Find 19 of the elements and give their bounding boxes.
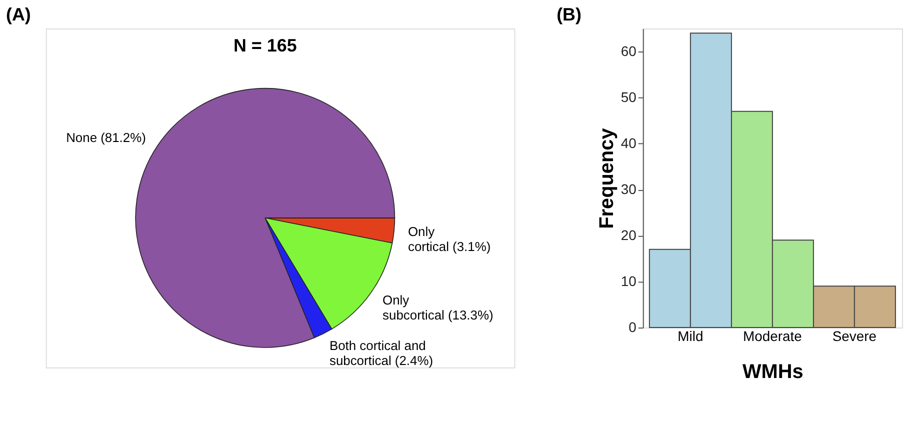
slice-label: Only subcortical (13.3%) bbox=[382, 292, 494, 322]
y-tick-label: 60 bbox=[620, 43, 637, 60]
x-axis-title: WMHs bbox=[742, 360, 804, 383]
x-tick-label: Mild bbox=[678, 328, 704, 344]
y-tick-label: 0 bbox=[628, 319, 637, 336]
x-tick-label: Severe bbox=[832, 328, 877, 344]
slice-label: Both cortical and subcortical (2.4%) bbox=[329, 338, 434, 368]
y-tick-label: 40 bbox=[620, 135, 637, 152]
text: (B) bbox=[556, 4, 582, 25]
y-tick-label: 50 bbox=[620, 89, 637, 106]
slice-label: Only cortical (3.1%) bbox=[408, 224, 491, 254]
y-tick-label: 30 bbox=[620, 181, 637, 198]
x-tick-label: Moderate bbox=[743, 328, 802, 344]
text: (A) bbox=[6, 4, 31, 25]
y-axis-title: Frequency bbox=[596, 128, 618, 229]
y-tick-label: 20 bbox=[620, 227, 637, 244]
y-tick-label: 10 bbox=[620, 273, 637, 290]
chart-title: N = 165 bbox=[233, 35, 297, 56]
slice-label: None (81.2%) bbox=[66, 130, 146, 145]
